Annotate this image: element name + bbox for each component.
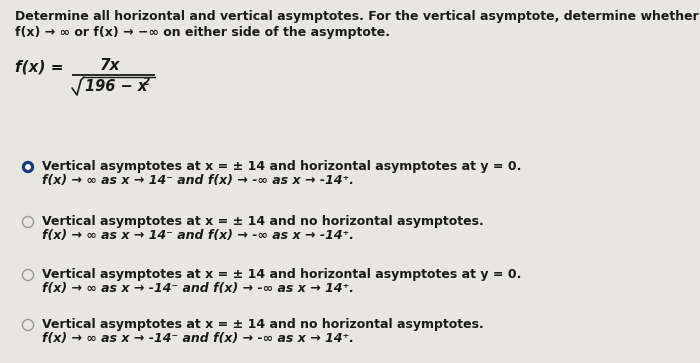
Text: f(x) → ∞ as x → -14⁻ and f(x) → -∞ as x → 14⁺.: f(x) → ∞ as x → -14⁻ and f(x) → -∞ as x … [42, 332, 354, 345]
Text: f(x) → ∞ as x → 14⁻ and f(x) → -∞ as x → -14⁺.: f(x) → ∞ as x → 14⁻ and f(x) → -∞ as x →… [42, 174, 354, 187]
Circle shape [26, 165, 30, 169]
Text: 2: 2 [143, 77, 150, 87]
Text: Vertical asymptotes at x = ± 14 and horizontal asymptotes at y = 0.: Vertical asymptotes at x = ± 14 and hori… [42, 268, 522, 281]
Text: f(x) → ∞ as x → 14⁻ and f(x) → -∞ as x → -14⁺.: f(x) → ∞ as x → 14⁻ and f(x) → -∞ as x →… [42, 229, 354, 242]
Text: f(x) =: f(x) = [15, 60, 64, 75]
Text: Vertical asymptotes at x = ± 14 and horizontal asymptotes at y = 0.: Vertical asymptotes at x = ± 14 and hori… [42, 160, 522, 173]
Text: 196 − x: 196 − x [85, 79, 147, 94]
Text: Determine all horizontal and vertical asymptotes. For the vertical asymptote, de: Determine all horizontal and vertical as… [15, 10, 699, 23]
Text: f(x) → ∞ as x → -14⁻ and f(x) → -∞ as x → 14⁺.: f(x) → ∞ as x → -14⁻ and f(x) → -∞ as x … [42, 282, 354, 295]
Text: Vertical asymptotes at x = ± 14 and no horizontal asymptotes.: Vertical asymptotes at x = ± 14 and no h… [42, 318, 484, 331]
Text: f(x) → ∞ or f(x) → −∞ on either side of the asymptote.: f(x) → ∞ or f(x) → −∞ on either side of … [15, 26, 390, 39]
Text: 7x: 7x [99, 58, 120, 73]
Text: Vertical asymptotes at x = ± 14 and no horizontal asymptotes.: Vertical asymptotes at x = ± 14 and no h… [42, 215, 484, 228]
Circle shape [22, 162, 34, 172]
